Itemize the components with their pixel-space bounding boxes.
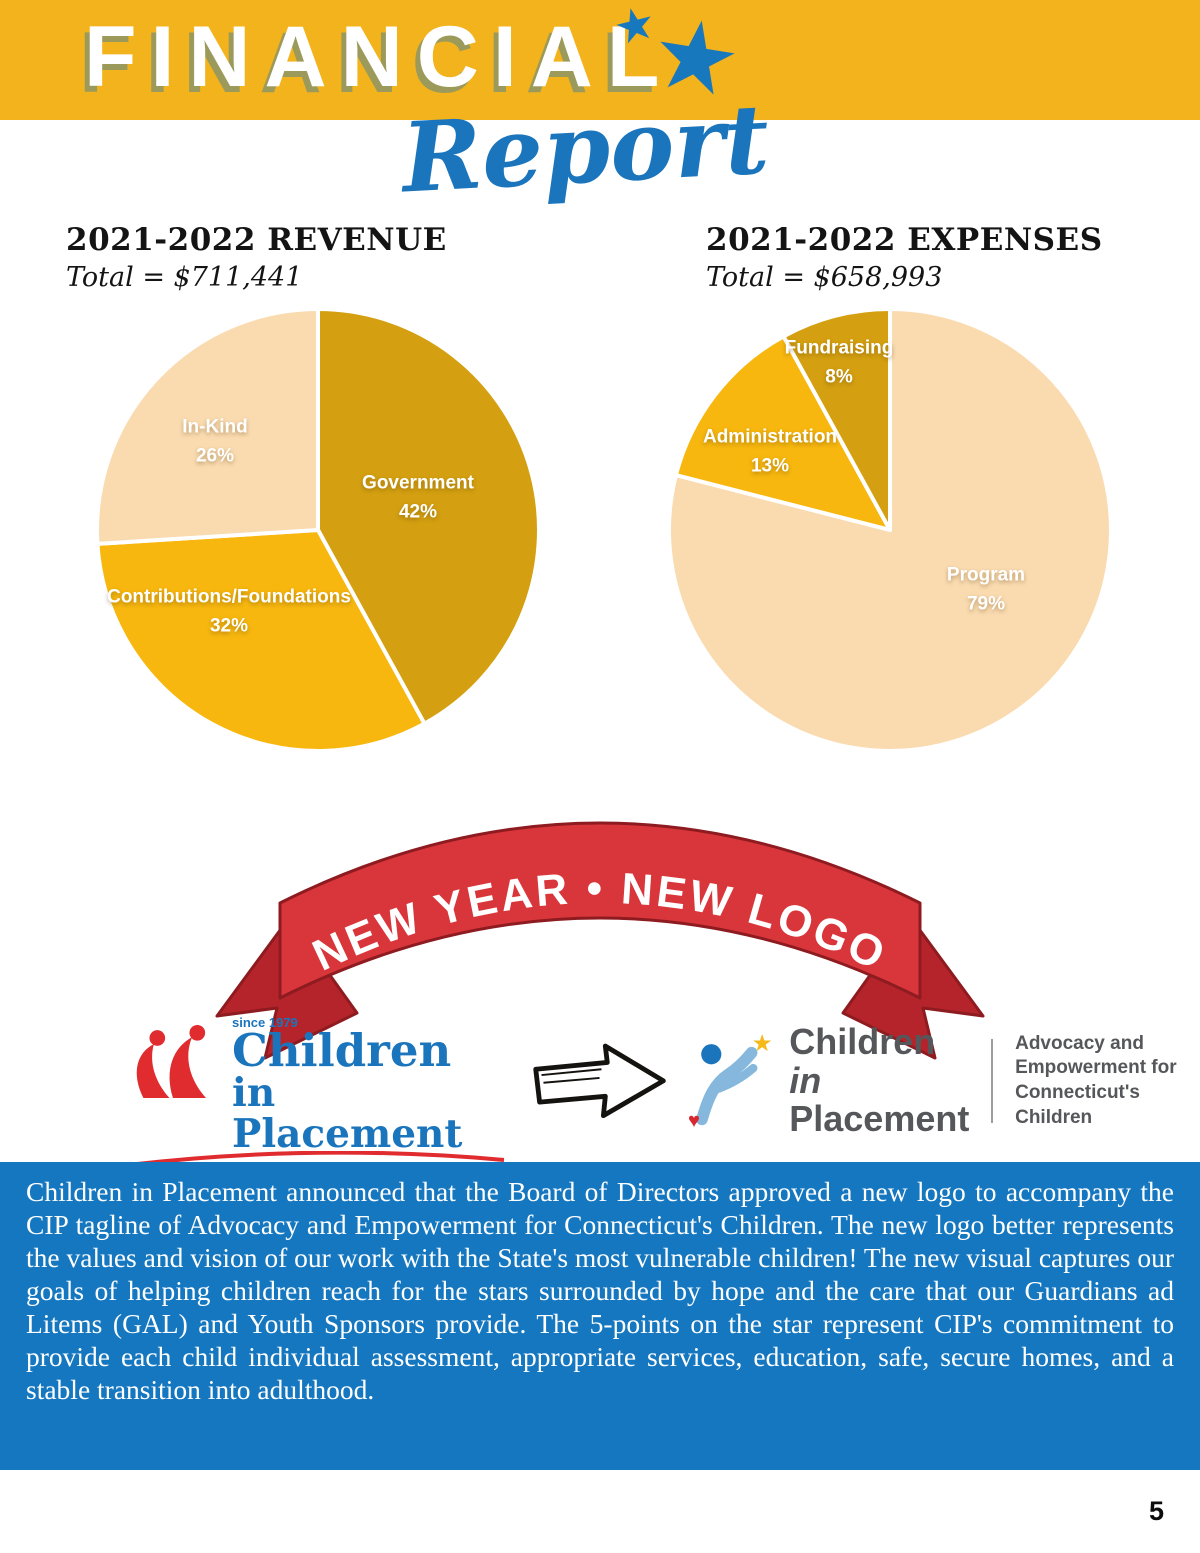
pie-label-administration: Administration 13% <box>703 424 837 481</box>
old-logo: since 1979 Children in Placement Advocac… <box>126 1016 518 1183</box>
new-logo-name-part2: in <box>789 1059 822 1101</box>
pie-slice-contributions-foundations <box>95 528 427 753</box>
old-logo-since: since 1979 <box>232 1015 298 1030</box>
new-logo-name-line2: Placement <box>789 1098 970 1140</box>
star-icon: ★ <box>752 1030 773 1056</box>
new-logo-tagline-line1: Advocacy and <box>1015 1032 1144 1054</box>
new-year-new-logo-ribbon: NEW YEAR • NEW LOGO <box>215 821 985 1060</box>
pie-label-program-name: Program <box>946 564 1026 586</box>
new-logo-divider <box>991 1039 994 1123</box>
new-logo-tagline-line3: Connecticut's Children <box>1015 1082 1140 1128</box>
pie-label-fundraising-pct: 8% <box>825 366 853 387</box>
pie-slice-government <box>316 307 541 726</box>
pie-label-program-pct: 79% <box>966 593 1006 614</box>
heart-icon: ♥ <box>688 1110 700 1132</box>
new-logo: ★ ♥ Children in Placement Advocacy and E… <box>688 1022 1200 1140</box>
pie-label-contributions-pct: 32% <box>209 615 249 636</box>
ribbon-band <box>278 821 922 1000</box>
pie-label-administration-name: Administration <box>702 426 838 448</box>
old-logo-swoosh <box>127 1150 505 1167</box>
old-logo-name-line2: in Placement <box>232 1069 463 1157</box>
pie-slice-fundraising <box>781 307 892 532</box>
expenses-heading: 2021-2022 EXPENSES <box>706 222 1103 258</box>
new-logo-tagline: Advocacy and Empowerment for Connecticut… <box>1015 1032 1200 1131</box>
header-gold-bar <box>0 0 1200 120</box>
pie-label-government-pct: 42% <box>398 501 438 522</box>
new-logo-tagline-line2: Empowerment for <box>1015 1057 1177 1079</box>
old-logo-figures-icon <box>136 1024 206 1098</box>
pie-label-fundraising-name: Fundraising <box>784 337 894 359</box>
pie-label-program: Program 79% <box>947 562 1025 619</box>
revenue-pie-chart <box>95 307 541 753</box>
pie-label-contributions-name: Contributions/Foundations <box>107 586 351 608</box>
revenue-total: Total = $711,441 <box>66 262 303 293</box>
announcement-paragraph: Children in Placement announced that the… <box>0 1162 1200 1470</box>
page-title-report-script: Report <box>399 82 772 215</box>
pie-label-inkind-pct: 26% <box>195 445 235 466</box>
new-logo-name: Children in Placement <box>789 1020 970 1140</box>
pie-label-inkind: In-Kind 26% <box>182 414 247 471</box>
pie-label-government: Government 42% <box>362 470 474 527</box>
new-logo-name-part1: Children <box>789 1020 936 1062</box>
page-number: 5 <box>1148 1496 1164 1526</box>
revenue-heading: 2021-2022 REVENUE <box>66 222 447 258</box>
arrow-right-icon <box>533 1043 666 1119</box>
new-logo-figure-icon: ★ ♥ <box>688 1030 773 1132</box>
pie-slice-administration <box>673 334 892 532</box>
pie-slice-in-kind <box>95 307 320 546</box>
old-logo-name-line1: Children <box>232 1024 452 1077</box>
pie-label-inkind-name: In-Kind <box>182 416 248 438</box>
pie-label-contributions: Contributions/Foundations 32% <box>107 584 351 641</box>
page-title-financial: FINANCIAL <box>84 9 674 105</box>
pie-label-government-name: Government <box>362 472 474 494</box>
pie-label-administration-pct: 13% <box>750 455 790 476</box>
expenses-pie-chart <box>667 307 1113 753</box>
expenses-total: Total = $658,993 <box>706 262 943 293</box>
pie-label-fundraising: Fundraising 8% <box>785 335 894 392</box>
